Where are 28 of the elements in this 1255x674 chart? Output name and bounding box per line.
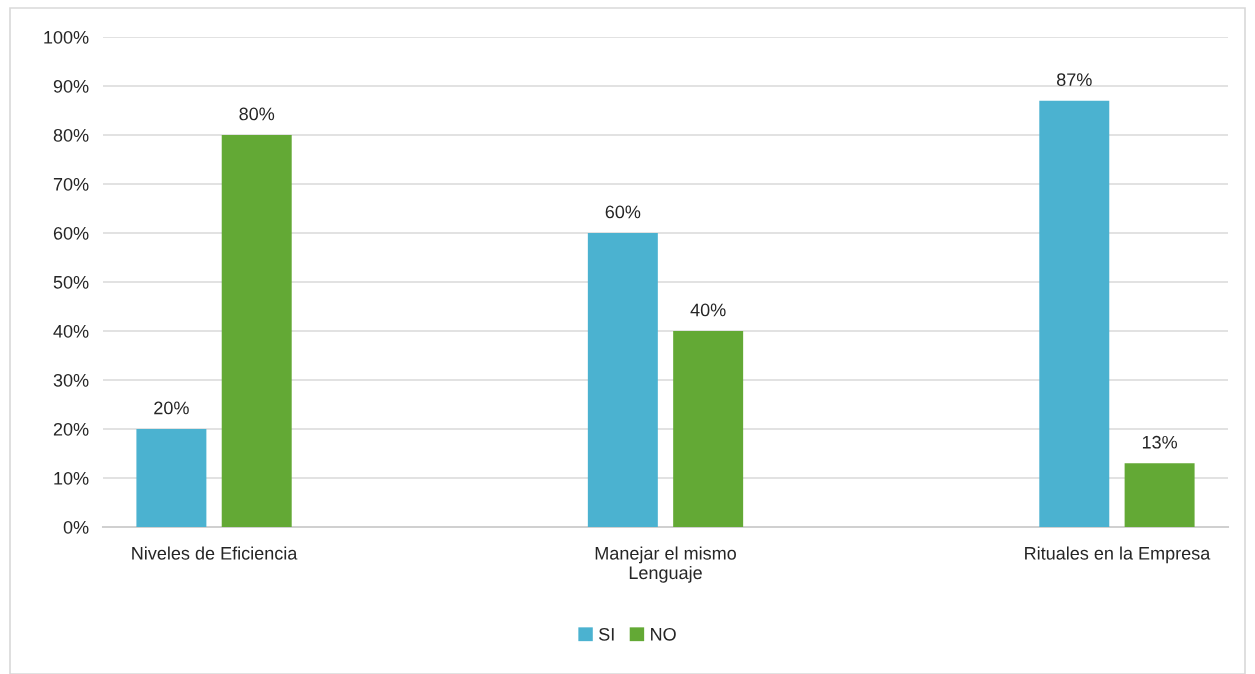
x-tick-label: Rituales en la Empresa (1025, 546, 1211, 564)
y-tick-label: 50% (53, 275, 89, 289)
bar (221, 135, 292, 527)
x-tick-label: Niveles de Eficiencia (132, 546, 298, 560)
data-label: 40% (690, 303, 726, 317)
y-tick-label: 0% (63, 520, 89, 534)
bar (587, 233, 658, 527)
bar (673, 331, 744, 527)
y-tick-label: 70% (53, 177, 89, 191)
legend-label: NO (651, 627, 676, 641)
bar (1124, 463, 1195, 527)
y-tick-label: 30% (53, 373, 89, 387)
data-label: 80% (239, 107, 275, 121)
legend-label: SI (599, 627, 614, 641)
y-tick-label: 60% (53, 226, 89, 240)
data-label: 60% (605, 205, 641, 219)
y-tick-label: 20% (53, 422, 89, 436)
y-tick-label: 40% (53, 324, 89, 338)
y-tick-label: 80% (53, 128, 89, 142)
x-tick-label: Manejar el mismo Lenguaje (595, 546, 736, 583)
y-tick-label: 90% (53, 79, 89, 93)
y-tick-label: 10% (54, 471, 89, 485)
data-label: 13% (1142, 435, 1178, 449)
bar (1039, 100, 1110, 527)
data-label: 20% (154, 401, 189, 415)
bar (136, 429, 207, 527)
data-label: 87% (1057, 73, 1092, 87)
y-tick-label: 100% (44, 30, 89, 44)
